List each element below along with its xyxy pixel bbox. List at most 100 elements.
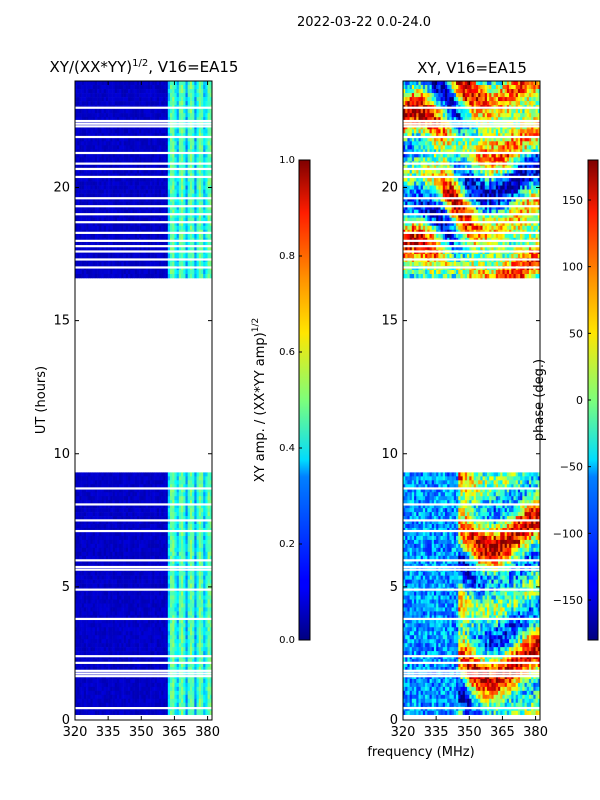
amp-cell [86, 623, 89, 628]
amp-cell [209, 472, 213, 477]
amp-cell [165, 137, 169, 142]
amp-cell [97, 508, 100, 513]
amp-cell [185, 659, 188, 664]
amp-cell [121, 667, 124, 672]
amp-cell [130, 141, 133, 146]
amp-cell [174, 583, 177, 588]
amp-cell [128, 539, 131, 545]
amp-cell [196, 93, 200, 98]
amp-cell [141, 472, 144, 477]
amp-cell [147, 647, 151, 652]
amp-cell [189, 635, 193, 640]
amp-cell [116, 472, 120, 477]
amp-cell [163, 667, 166, 672]
amp-cell [147, 145, 151, 150]
amp-cell [156, 651, 160, 656]
amp-cell [105, 543, 109, 549]
amp-cell [139, 667, 142, 672]
amp-cell [99, 508, 102, 513]
amp-cell [123, 639, 127, 644]
amp-cell [110, 635, 113, 640]
amp-cell [134, 659, 138, 664]
amp-cell [128, 619, 131, 624]
amp-cell [158, 690, 162, 696]
amp-cell [174, 508, 177, 513]
amp-cell [112, 607, 116, 612]
amp-cell [143, 555, 147, 561]
amp-cell [152, 508, 155, 513]
amp-cell [154, 484, 158, 489]
amp-cell [92, 89, 96, 94]
amp-cell [103, 512, 107, 517]
amp-cell [110, 639, 113, 644]
amp-cell [189, 524, 193, 529]
amp-cell [192, 524, 195, 529]
amp-cell [81, 682, 85, 688]
amp-cell [172, 583, 175, 588]
amp-cell [77, 101, 80, 106]
amp-cell [103, 117, 107, 122]
amp-cell [189, 623, 193, 628]
amp-cell [79, 639, 82, 644]
amp-cell [116, 686, 120, 692]
amp-cell [105, 516, 109, 521]
amp-cell [150, 555, 153, 561]
amp-cell [114, 611, 118, 616]
amp-cell [176, 686, 180, 692]
amp-cell [94, 476, 98, 481]
amp-cell [143, 563, 147, 569]
amp-cell [119, 603, 122, 608]
amp-cell [158, 133, 162, 138]
amp-cell [105, 678, 109, 684]
amp-cell [83, 678, 87, 684]
amp-cell [172, 512, 175, 517]
amp-cell [83, 563, 87, 569]
amp-cell [139, 85, 142, 90]
amp-cell [128, 492, 131, 497]
amp-cell [112, 579, 116, 584]
amp-cell [209, 484, 213, 489]
amp-cell [136, 113, 140, 118]
amp-cell [110, 516, 113, 521]
amp-cell [156, 117, 160, 122]
amp-cell [83, 145, 87, 150]
amp-cell [119, 559, 122, 565]
amp-cell [185, 85, 188, 90]
amp-cell [156, 698, 160, 704]
amp-cell [178, 551, 182, 557]
amp-cell [108, 488, 111, 493]
amp-cell [203, 595, 206, 600]
amp-cell [128, 480, 131, 485]
amp-cell [185, 607, 188, 612]
amp-cell [88, 512, 91, 517]
amp-cell [141, 710, 144, 715]
amp-cell [143, 694, 147, 700]
amp-cell [161, 109, 164, 114]
amp-cell [119, 651, 122, 656]
amp-cell [125, 101, 129, 106]
amp-cell [77, 623, 80, 628]
amp-cell [158, 508, 162, 513]
amp-cell [92, 698, 96, 704]
amp-cell [110, 690, 113, 696]
amp-cell [75, 97, 78, 102]
amp-cell [94, 631, 98, 636]
amp-cell [110, 555, 113, 561]
amp-cell [152, 663, 155, 668]
amp-cell [97, 611, 100, 616]
amp-cell [97, 595, 100, 600]
amp-cell [136, 619, 140, 624]
amp-cell [112, 129, 116, 134]
amp-cell [189, 488, 193, 493]
amp-cell [167, 153, 171, 158]
amp-cell [128, 563, 131, 569]
amp-cell [94, 543, 98, 549]
amp-cell [77, 85, 80, 90]
amp-cell [92, 547, 96, 553]
amp-cell [147, 543, 151, 549]
amp-cell [88, 607, 91, 612]
amp-cell [181, 555, 184, 561]
amp-cell [181, 643, 184, 648]
amp-cell [121, 145, 124, 150]
amp-cell [183, 603, 186, 608]
